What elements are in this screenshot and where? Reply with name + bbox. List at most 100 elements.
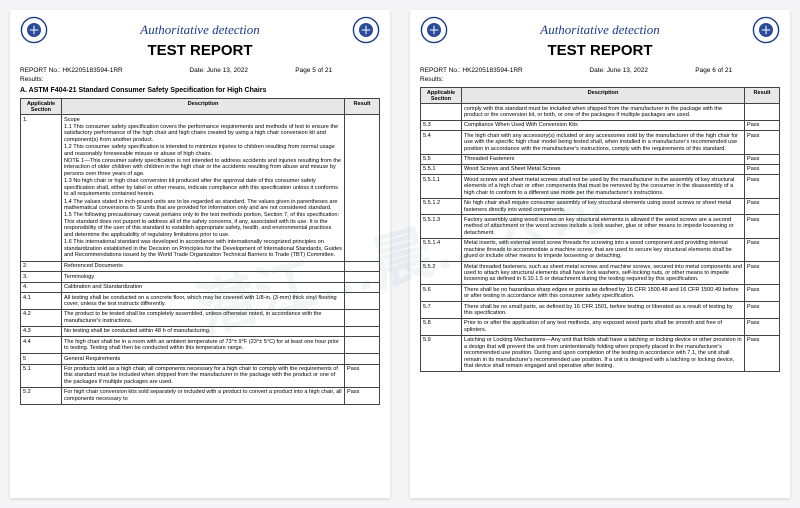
table-row: 5.4The high chair with any accessory(s) …	[421, 131, 780, 154]
table-row: 5.5.1Wood Screws and Sheet Metal ScrewsP…	[421, 164, 780, 174]
cell-description: General Requirements	[62, 354, 345, 364]
cell-section: 5.5.1.4	[421, 238, 462, 261]
table-row: 5.5.2Metal threaded fasteners, such as s…	[421, 262, 780, 285]
col-description: Description	[62, 99, 345, 115]
report-page-6: Authoritative detection TEST REPORT REPO…	[410, 10, 790, 498]
cell-description: Wood Screws and Sheet Metal Screws	[462, 164, 745, 174]
cell-result: Pass	[745, 302, 780, 319]
cell-section: 3.	[21, 272, 62, 282]
cell-result: Pass	[745, 215, 780, 238]
report-table-5: Applicable Section Description Result 1.…	[20, 98, 380, 405]
cell-description: comply with this standard must be includ…	[462, 104, 745, 121]
cell-section: 4.2	[21, 309, 62, 326]
cell-description: Metal inserts, with external wood screw …	[462, 238, 745, 261]
cell-result: Pass	[345, 364, 380, 387]
table-row: 5.5.1.3Factory assembly using wood screw…	[421, 215, 780, 238]
results-label: Results:	[420, 76, 780, 83]
cell-result	[345, 337, 380, 354]
table-row: 5.8Prior to or after the application of …	[421, 318, 780, 335]
cell-description: Threaded Fasteners	[462, 154, 745, 164]
page-number: Page 6 of 21	[695, 67, 780, 74]
cell-section: 5.9	[421, 335, 462, 371]
cell-result	[345, 326, 380, 336]
cell-section: 5.2	[21, 387, 62, 404]
table-row: 4.2The product to be tested shall be com…	[21, 309, 380, 326]
cell-result: Pass	[745, 335, 780, 371]
cell-section: 5.7	[421, 302, 462, 319]
cell-description: Factory assembly using wood screws on ke…	[462, 215, 745, 238]
spec-title: A. ASTM F404-21 Standard Consumer Safety…	[20, 87, 380, 94]
date-label: Date:	[189, 67, 205, 74]
cell-result	[345, 293, 380, 310]
report-no-label: REPORT No.:	[420, 67, 461, 74]
table-row: 5.5.1.4Metal inserts, with external wood…	[421, 238, 780, 261]
report-no-label: REPORT No.:	[20, 67, 61, 74]
table-row: 5.3Compliance When Used With Conversion …	[421, 120, 780, 130]
cell-result: Pass	[745, 285, 780, 302]
table-row: 5.2For high chair conversion kits sold s…	[21, 387, 380, 404]
cell-section: 5.5.1.3	[421, 215, 462, 238]
cell-description: Wood screws and sheet metal screws shall…	[462, 175, 745, 198]
page-number: Page 5 of 21	[295, 67, 380, 74]
cell-description: No testing shall be conducted within 48 …	[62, 326, 345, 336]
cell-section: 5.5	[421, 154, 462, 164]
cell-description: Calibration and Standardization	[62, 282, 345, 292]
table-row: 4.3No testing shall be conducted within …	[21, 326, 380, 336]
cell-description: Scope1.1 This consumer safety specificat…	[62, 115, 345, 262]
meta-row: REPORT No.: HK2205183594-1RR Date: June …	[20, 67, 380, 74]
cell-description: The product to be tested shall be comple…	[62, 309, 345, 326]
cell-result: Pass	[745, 164, 780, 174]
col-result: Result	[345, 99, 380, 115]
cell-section: 5.5.1.1	[421, 175, 462, 198]
cell-result: Pass	[745, 238, 780, 261]
table-row: 5General Requirements	[21, 354, 380, 364]
table-row: 1.Scope1.1 This consumer safety specific…	[21, 115, 380, 262]
table-row: 4.4The high chair shall be in a room wit…	[21, 337, 380, 354]
cell-result: Pass	[745, 262, 780, 285]
report-title: TEST REPORT	[420, 42, 780, 59]
cell-section: 4.4	[21, 337, 62, 354]
cell-result: Pass	[745, 131, 780, 154]
report-table-6: Applicable Section Description Result co…	[420, 87, 780, 372]
cell-result	[345, 272, 380, 282]
table-row: 5.1For products sold as a high chair, al…	[21, 364, 380, 387]
table-row: 5.5.1.2No high chair shall require consu…	[421, 198, 780, 215]
cell-result	[345, 261, 380, 271]
cell-section: 5	[21, 354, 62, 364]
header-subtitle: Authoritative detection	[420, 22, 780, 38]
cell-result: Pass	[745, 120, 780, 130]
report-no-value: HK2205183594-1RR	[462, 67, 522, 74]
cell-result	[345, 309, 380, 326]
cell-description: For products sold as a high chair, all c…	[62, 364, 345, 387]
cert-logo-right	[352, 16, 380, 44]
cell-section: 5.3	[421, 120, 462, 130]
date-label: Date:	[589, 67, 605, 74]
cell-section	[421, 104, 462, 121]
cell-description: Metal threaded fasteners, such as sheet …	[462, 262, 745, 285]
date-value: June 13, 2022	[607, 67, 648, 74]
cell-result: Pass	[345, 387, 380, 404]
meta-row: REPORT No.: HK2205183594-1RR Date: June …	[420, 67, 780, 74]
cell-description: Referenced Documents	[62, 261, 345, 271]
table-row: 5.7There shall be no small parts, as def…	[421, 302, 780, 319]
cell-section: 5.5.1.2	[421, 198, 462, 215]
cell-description: Prior to or after the application of any…	[462, 318, 745, 335]
cell-section: 2.	[21, 261, 62, 271]
cell-section: 5.4	[421, 131, 462, 154]
cell-description: The high chair with any accessory(s) inc…	[462, 131, 745, 154]
report-title: TEST REPORT	[20, 42, 380, 59]
cell-result	[745, 104, 780, 121]
table-row: 4.1All testing shall be conducted on a c…	[21, 293, 380, 310]
cell-description: All testing shall be conducted on a conc…	[62, 293, 345, 310]
cell-result: Pass	[745, 175, 780, 198]
cell-section: 4.1	[21, 293, 62, 310]
cell-description: Latching or Locking Mechanisms—Any unit …	[462, 335, 745, 371]
table-row: 3.Terminology	[21, 272, 380, 282]
col-section: Applicable Section	[421, 88, 462, 104]
cell-result	[345, 282, 380, 292]
cell-section: 5.1	[21, 364, 62, 387]
report-page-5: Authoritative detection TEST REPORT REPO…	[10, 10, 390, 498]
table-row: 2.Referenced Documents	[21, 261, 380, 271]
col-section: Applicable Section	[21, 99, 62, 115]
header-subtitle: Authoritative detection	[20, 22, 380, 38]
